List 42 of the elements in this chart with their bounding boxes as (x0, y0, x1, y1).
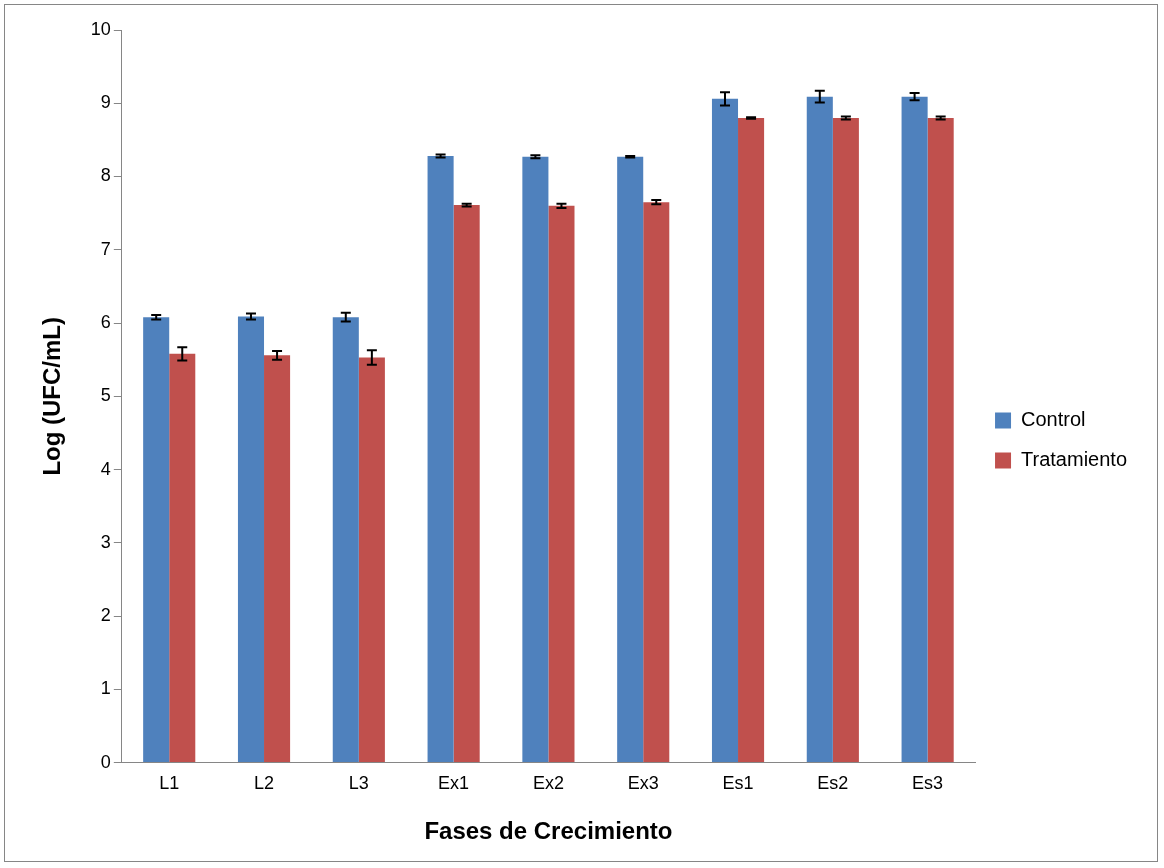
legend-label: Tratamiento (1021, 448, 1127, 471)
bar (806, 96, 833, 763)
x-tick-label: Es3 (912, 773, 944, 794)
y-tick-label: 0 (100, 751, 111, 772)
y-tick-label: 10 (90, 18, 111, 39)
bar (522, 156, 549, 763)
y-axis-title: Log (UFC/mL) (38, 316, 66, 476)
y-tick-label: 2 (100, 605, 111, 626)
y-tick-label: 9 (100, 92, 111, 113)
x-tick-label: Ex2 (532, 773, 564, 794)
legend-label: Control (1021, 408, 1086, 431)
y-tick-label: 4 (100, 458, 111, 479)
bar (927, 117, 954, 763)
x-tick-label: L2 (254, 773, 275, 794)
bar (548, 205, 575, 763)
bar (643, 202, 670, 763)
bar (332, 317, 359, 763)
bar (427, 156, 454, 763)
x-tick-label: Ex1 (438, 773, 470, 794)
x-tick-label: Es1 (722, 773, 754, 794)
bar (143, 317, 170, 763)
y-tick-label: 5 (100, 385, 111, 406)
bar (832, 117, 859, 763)
bar (358, 357, 385, 763)
bar (237, 316, 265, 763)
bar (711, 98, 739, 763)
x-tick-label: Es2 (817, 773, 849, 794)
bar (901, 96, 928, 763)
bar (169, 353, 196, 763)
y-tick-label: 6 (100, 312, 111, 333)
y-tick-label: 7 (100, 238, 111, 259)
y-tick-label: 1 (100, 678, 111, 699)
bar (453, 205, 480, 763)
x-tick-label: L3 (348, 773, 369, 794)
x-axis-title: Fases de Crecimiento (424, 817, 673, 845)
bar (264, 355, 291, 763)
y-tick-label: 3 (100, 531, 111, 552)
x-tick-label: Ex3 (627, 773, 659, 794)
x-tick-label: L1 (159, 773, 180, 794)
bar (738, 117, 765, 763)
y-tick-label: 8 (100, 165, 111, 186)
bar (617, 156, 644, 763)
